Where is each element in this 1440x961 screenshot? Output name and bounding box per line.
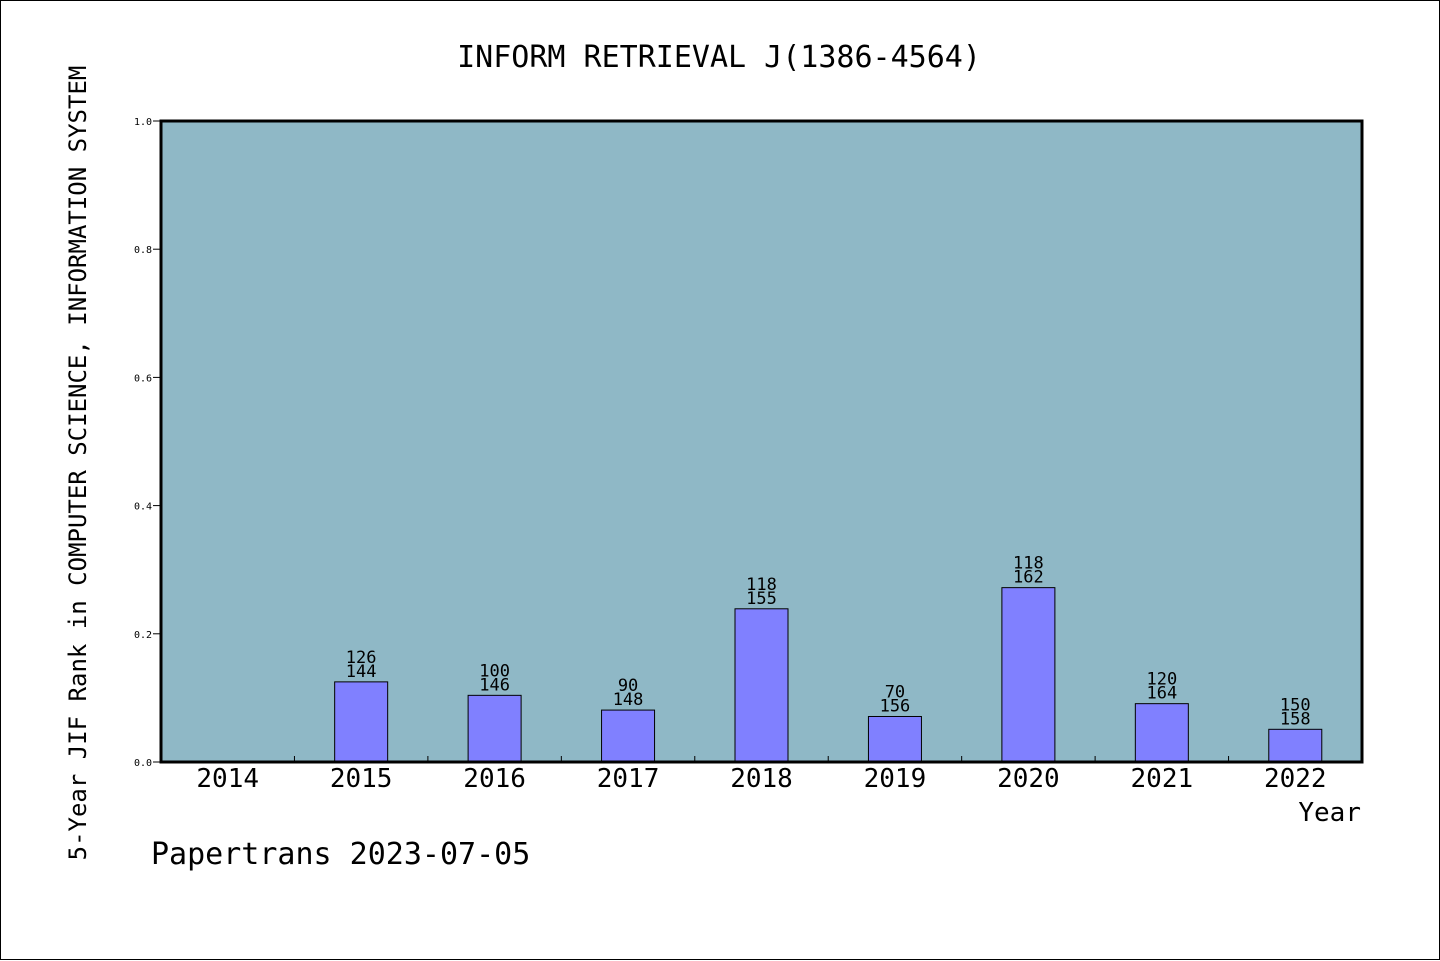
bar-label-top: 118 [1013,554,1044,574]
x-tick-label: 2019 [864,764,927,794]
y-tick-label: 0.4 [134,502,152,513]
bar-label-top: 100 [479,661,510,681]
bar [601,709,656,763]
bar-label-bottom: 146 [479,675,510,695]
x-axis: 2014 2015 2016 2017 2018 2019 2020 2021 2022 [196,756,1327,794]
bar-label-top: 126 [346,648,377,668]
x-tick-label: 2021 [1131,764,1194,794]
bar [1001,587,1056,763]
y-tick-label: 0.2 [134,630,152,641]
x-tick-label: 2022 [1264,764,1327,794]
bar-label-bottom: 144 [346,662,377,682]
x-tick-label: 2015 [330,764,393,794]
bar [1134,703,1189,763]
bar-label-top: 118 [746,575,777,595]
bar-label-bottom: 155 [746,589,777,609]
chart-title: INFORM RETRIEVAL J(1386-4564) [457,40,981,75]
bar [734,608,789,763]
bar-label-bottom: 156 [880,696,911,716]
bar [1268,728,1323,763]
y-tick-label: 0.6 [134,373,152,384]
x-tick-label: 2017 [597,764,660,794]
bar-label-bottom: 162 [1013,568,1044,588]
x-axis-label: Year [1298,798,1361,828]
bar [334,681,389,763]
bar-label-top: 150 [1280,695,1311,715]
bar-label-top: 120 [1146,670,1177,690]
x-tick-label: 2018 [730,764,793,794]
bar-label-top: 70 [885,682,905,702]
bar-label-top: 90 [618,676,638,696]
y-tick-label: 0.8 [134,245,152,256]
credit-text: Papertrans 2023-07-05 [151,837,530,872]
y-tick-label: 0.0 [134,758,152,769]
bar-label-bottom: 158 [1280,709,1311,729]
bars-group [334,587,1323,763]
plot-border [159,119,1364,764]
x-tick-label: 2016 [463,764,526,794]
y-axis-label: 5-Year JIF Rank in COMPUTER SCIENCE, INF… [64,66,92,861]
bar [467,694,522,763]
bar-label-bottom: 164 [1146,684,1177,704]
bar-label-bottom: 148 [613,690,644,710]
bar-labels-group: 1441261461001489015511815670162118164120… [346,554,1311,730]
y-axis: 0.0 0.2 0.4 0.6 0.8 1.0 [134,117,161,769]
y-tick-label: 1.0 [134,117,152,128]
x-tick-label: 2014 [196,764,259,794]
x-tick-label: 2020 [997,764,1060,794]
bar [867,715,922,763]
